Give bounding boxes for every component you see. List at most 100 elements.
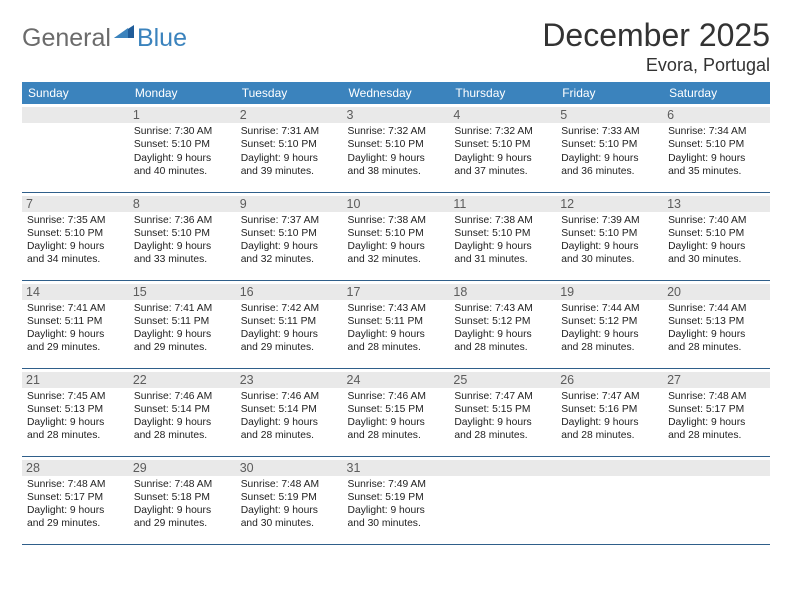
weekday-header: Tuesday [236, 82, 343, 104]
sunrise-text: Sunrise: 7:37 AM [241, 214, 338, 227]
sunrise-text: Sunrise: 7:32 AM [454, 125, 551, 138]
daylight-text: Daylight: 9 hours and 34 minutes. [27, 240, 124, 266]
calendar-day-cell: 18 Sunrise: 7:43 AMSunset: 5:12 PMDayligh… [449, 280, 556, 368]
sunset-text: Sunset: 5:14 PM [134, 403, 231, 416]
sunrise-text: Sunrise: 7:30 AM [134, 125, 231, 138]
sunrise-text: Sunrise: 7:48 AM [27, 478, 124, 491]
sunrise-text: Sunrise: 7:49 AM [348, 478, 445, 491]
sunset-text: Sunset: 5:12 PM [454, 315, 551, 328]
daylight-text: Daylight: 9 hours and 30 minutes. [668, 240, 765, 266]
day-details: Sunrise: 7:48 AMSunset: 5:17 PMDaylight:… [668, 390, 765, 443]
sunset-text: Sunset: 5:10 PM [561, 138, 658, 151]
day-details: Sunrise: 7:43 AMSunset: 5:12 PMDaylight:… [454, 302, 551, 355]
day-details: Sunrise: 7:45 AMSunset: 5:13 PMDaylight:… [27, 390, 124, 443]
calendar-day-cell: 22 Sunrise: 7:46 AMSunset: 5:14 PMDayligh… [129, 368, 236, 456]
day-number [663, 460, 770, 476]
calendar-day-cell: 9Sunrise: 7:37 AMSunset: 5:10 PMDaylight… [236, 192, 343, 280]
calendar-day-cell: 30Sunrise: 7:48 AMSunset: 5:19 PMDayligh… [236, 456, 343, 544]
daylight-text: Daylight: 9 hours and 28 minutes. [561, 328, 658, 354]
day-details: Sunrise: 7:41 AMSunset: 5:11 PMDaylight:… [27, 302, 124, 355]
day-details: Sunrise: 7:30 AMSunset: 5:10 PMDaylight:… [134, 125, 231, 178]
calendar-day-cell [22, 104, 129, 192]
calendar-day-cell: 7Sunrise: 7:35 AMSunset: 5:10 PMDaylight… [22, 192, 129, 280]
sunrise-text: Sunrise: 7:47 AM [454, 390, 551, 403]
calendar-table: Sunday Monday Tuesday Wednesday Thursday… [22, 82, 770, 545]
sunrise-text: Sunrise: 7:35 AM [27, 214, 124, 227]
sunrise-text: Sunrise: 7:31 AM [241, 125, 338, 138]
daylight-text: Daylight: 9 hours and 30 minutes. [348, 504, 445, 530]
sunset-text: Sunset: 5:17 PM [27, 491, 124, 504]
day-number: 15 [129, 284, 236, 300]
sunrise-text: Sunrise: 7:43 AM [348, 302, 445, 315]
logo-text-general: General [22, 24, 111, 53]
calendar-week-row: 7Sunrise: 7:35 AMSunset: 5:10 PMDaylight… [22, 192, 770, 280]
day-number: 3 [343, 107, 450, 123]
day-number: 5 [556, 107, 663, 123]
day-number [22, 107, 129, 123]
calendar-week-row: 21Sunrise: 7:45 AMSunset: 5:13 PMDayligh… [22, 368, 770, 456]
daylight-text: Daylight: 9 hours and 29 minutes. [134, 504, 231, 530]
calendar-day-cell: 4 Sunrise: 7:32 AMSunset: 5:10 PMDaylight… [449, 104, 556, 192]
daylight-text: Daylight: 9 hours and 30 minutes. [561, 240, 658, 266]
weekday-header: Wednesday [343, 82, 450, 104]
calendar-day-cell: 5Sunrise: 7:33 AMSunset: 5:10 PMDaylight… [556, 104, 663, 192]
sunset-text: Sunset: 5:11 PM [27, 315, 124, 328]
day-number: 4 [449, 107, 556, 123]
sunset-text: Sunset: 5:10 PM [454, 138, 551, 151]
daylight-text: Daylight: 9 hours and 39 minutes. [241, 152, 338, 178]
day-details: Sunrise: 7:38 AMSunset: 5:10 PMDaylight:… [348, 214, 445, 267]
sunrise-text: Sunrise: 7:33 AM [561, 125, 658, 138]
calendar-day-cell [663, 456, 770, 544]
day-details: Sunrise: 7:46 AMSunset: 5:14 PMDaylight:… [134, 390, 231, 443]
sunset-text: Sunset: 5:10 PM [134, 138, 231, 151]
calendar-day-cell [449, 456, 556, 544]
calendar-day-cell: 28 Sunrise: 7:48 AMSunset: 5:17 PMDayligh… [22, 456, 129, 544]
day-details: Sunrise: 7:34 AMSunset: 5:10 PMDaylight:… [668, 125, 765, 178]
sunrise-text: Sunrise: 7:41 AM [27, 302, 124, 315]
sunset-text: Sunset: 5:10 PM [348, 138, 445, 151]
sunset-text: Sunset: 5:10 PM [454, 227, 551, 240]
daylight-text: Daylight: 9 hours and 28 minutes. [668, 416, 765, 442]
day-number: 8 [129, 196, 236, 212]
day-number: 18 [449, 284, 556, 300]
day-number: 28 [22, 460, 129, 476]
calendar-day-cell: 23 Sunrise: 7:46 AMSunset: 5:14 PMDayligh… [236, 368, 343, 456]
day-details: Sunrise: 7:48 AMSunset: 5:17 PMDaylight:… [27, 478, 124, 531]
day-details: Sunrise: 7:44 AMSunset: 5:12 PMDaylight:… [561, 302, 658, 355]
day-details: Sunrise: 7:35 AMSunset: 5:10 PMDaylight:… [27, 214, 124, 267]
sunset-text: Sunset: 5:10 PM [241, 227, 338, 240]
day-number: 22 [129, 372, 236, 388]
daylight-text: Daylight: 9 hours and 37 minutes. [454, 152, 551, 178]
daylight-text: Daylight: 9 hours and 35 minutes. [668, 152, 765, 178]
calendar-day-cell [556, 456, 663, 544]
sunset-text: Sunset: 5:10 PM [348, 227, 445, 240]
day-number: 2 [236, 107, 343, 123]
day-details: Sunrise: 7:48 AMSunset: 5:18 PMDaylight:… [134, 478, 231, 531]
calendar-week-row: 28Sunrise: 7:48 AMSunset: 5:17 PMDayligh… [22, 456, 770, 544]
sunrise-text: Sunrise: 7:48 AM [134, 478, 231, 491]
calendar-day-cell: 24Sunrise: 7:46 AMSunset: 5:15 PMDayligh… [343, 368, 450, 456]
calendar-day-cell: 17 Sunrise: 7:43 AMSunset: 5:11 PMDayligh… [343, 280, 450, 368]
daylight-text: Daylight: 9 hours and 28 minutes. [668, 328, 765, 354]
sunrise-text: Sunrise: 7:46 AM [241, 390, 338, 403]
day-number: 6 [663, 107, 770, 123]
day-details: Sunrise: 7:43 AMSunset: 5:11 PMDaylight:… [348, 302, 445, 355]
sunrise-text: Sunrise: 7:48 AM [668, 390, 765, 403]
weekday-header: Thursday [449, 82, 556, 104]
sunset-text: Sunset: 5:13 PM [27, 403, 124, 416]
day-details: Sunrise: 7:32 AMSunset: 5:10 PMDaylight:… [454, 125, 551, 178]
day-number: 23 [236, 372, 343, 388]
weekday-header: Saturday [663, 82, 770, 104]
daylight-text: Daylight: 9 hours and 28 minutes. [454, 328, 551, 354]
sunset-text: Sunset: 5:11 PM [241, 315, 338, 328]
sunset-text: Sunset: 5:19 PM [241, 491, 338, 504]
sunrise-text: Sunrise: 7:47 AM [561, 390, 658, 403]
day-details: Sunrise: 7:36 AMSunset: 5:10 PMDaylight:… [134, 214, 231, 267]
daylight-text: Daylight: 9 hours and 38 minutes. [348, 152, 445, 178]
daylight-text: Daylight: 9 hours and 28 minutes. [348, 416, 445, 442]
page-title: December 2025 [542, 18, 770, 53]
day-details: Sunrise: 7:46 AMSunset: 5:14 PMDaylight:… [241, 390, 338, 443]
day-number [449, 460, 556, 476]
day-number: 20 [663, 284, 770, 300]
day-number: 17 [343, 284, 450, 300]
